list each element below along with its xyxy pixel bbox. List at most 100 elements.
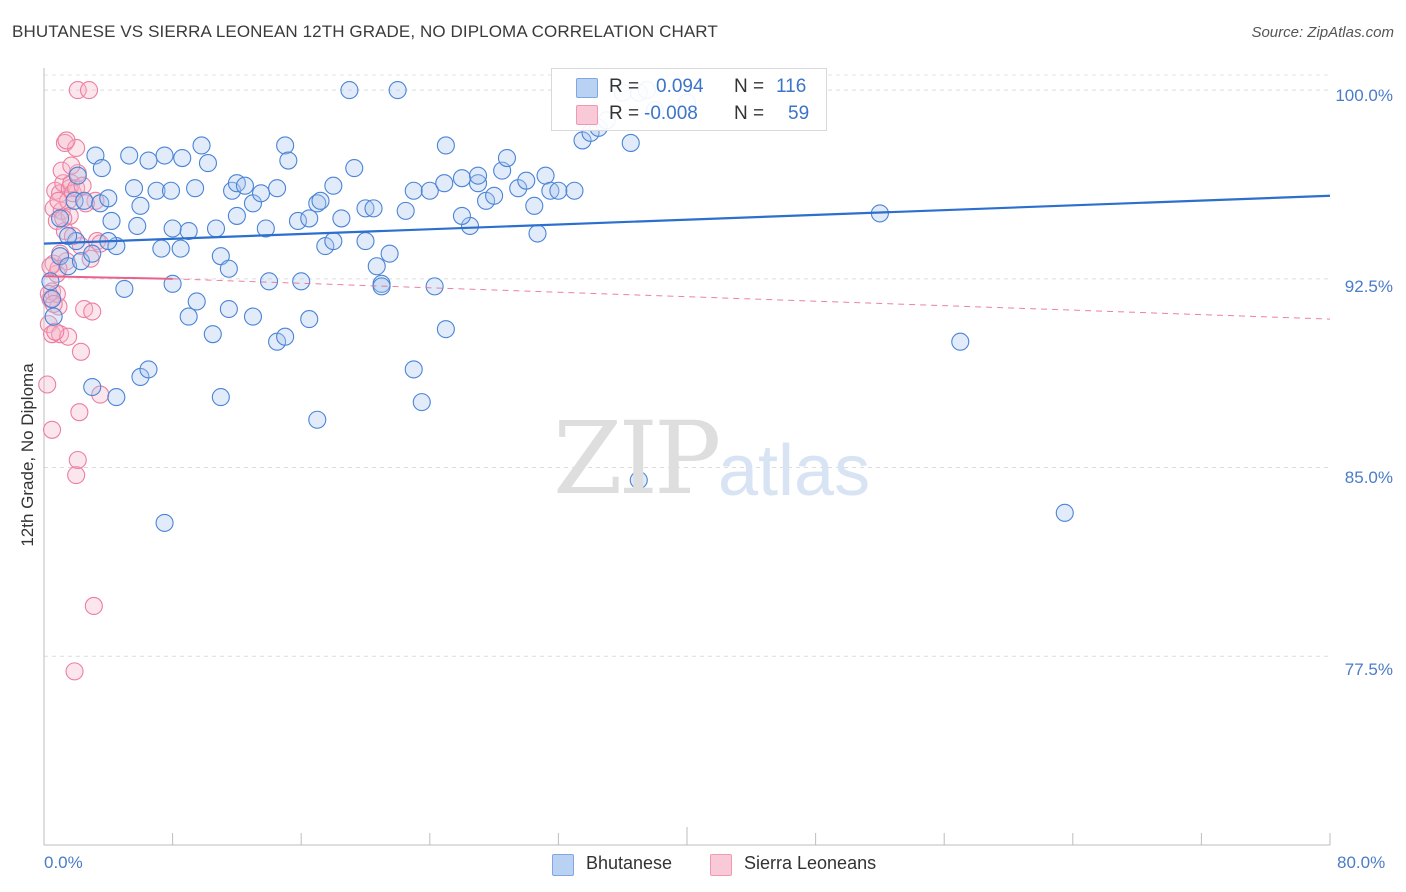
data-point <box>621 133 640 152</box>
data-point <box>187 292 206 311</box>
legend-swatch-pink <box>710 854 732 876</box>
data-point <box>404 181 423 200</box>
data-point <box>102 211 121 230</box>
data-point <box>1055 503 1074 522</box>
data-point <box>300 209 319 228</box>
data-point <box>549 181 568 200</box>
sierra-trend-extension <box>172 278 1331 320</box>
sierra-leoneans-points <box>38 81 110 681</box>
data-point <box>70 403 89 422</box>
data-point <box>44 307 63 326</box>
data-point <box>279 151 298 170</box>
data-point <box>71 342 91 361</box>
data-point <box>308 194 327 213</box>
trend-lines <box>43 194 1331 320</box>
data-point <box>436 320 455 339</box>
data-point <box>171 239 190 258</box>
data-point <box>356 232 375 251</box>
legend-label: Sierra Leoneans <box>744 853 877 873</box>
data-point <box>243 307 263 326</box>
data-point <box>139 360 158 379</box>
data-point <box>324 232 343 251</box>
data-point <box>192 136 211 155</box>
data-point <box>139 151 158 170</box>
data-point <box>63 226 82 246</box>
data-point <box>120 146 139 165</box>
data-point <box>179 307 198 326</box>
data-point <box>152 239 171 258</box>
legend-label: Bhutanese <box>586 853 673 873</box>
legend-n-value: 59 <box>788 103 810 124</box>
data-point <box>404 360 423 379</box>
data-point <box>517 171 536 190</box>
legend-n-label: N = <box>734 76 765 97</box>
data-point <box>79 81 99 100</box>
data-point <box>186 179 205 198</box>
data-point <box>227 206 246 225</box>
data-point <box>311 191 330 210</box>
bhutanese-trend-line <box>43 194 1331 245</box>
y-tick-label: 100.0% <box>1335 86 1393 105</box>
data-point <box>292 272 311 291</box>
legend-swatch-blue <box>552 854 574 876</box>
data-point <box>161 181 181 200</box>
data-point <box>198 154 218 173</box>
data-point <box>128 216 147 236</box>
data-point <box>59 226 78 246</box>
data-point <box>68 166 87 185</box>
data-point <box>38 375 57 394</box>
data-point <box>147 181 166 200</box>
legend-n-label: N = <box>734 103 765 124</box>
data-point <box>420 181 439 200</box>
data-point <box>155 513 174 532</box>
y-tick-label: 85.0% <box>1344 468 1393 487</box>
legend-r-value: -0.008 <box>644 103 698 124</box>
data-point <box>51 209 70 228</box>
data-point <box>107 388 126 407</box>
legend-row-bhutanese: R = 0.094 N = 116 <box>552 73 826 101</box>
data-point <box>412 393 431 412</box>
data-point <box>219 299 238 319</box>
legend-n-value: 116 <box>776 76 807 97</box>
data-point <box>67 138 86 158</box>
data-point <box>380 244 399 263</box>
y-tick-label: 92.5% <box>1344 277 1393 296</box>
data-point <box>276 136 295 155</box>
data-point <box>629 471 648 490</box>
legend-r-label: R = <box>609 76 640 97</box>
data-point <box>536 166 555 185</box>
data-point <box>364 199 383 218</box>
data-point <box>300 310 319 329</box>
data-point <box>65 191 84 210</box>
legend-row-sierra: R = -0.008 N = 59 <box>552 100 826 128</box>
data-point <box>219 259 238 278</box>
sierra-trend-line <box>43 275 173 280</box>
data-point <box>425 277 444 296</box>
data-point <box>396 201 415 220</box>
data-point <box>42 420 62 439</box>
legend-swatch-blue <box>576 78 598 98</box>
data-point <box>57 131 76 150</box>
data-point <box>259 272 279 291</box>
data-point <box>565 181 584 200</box>
gridlines <box>44 74 1330 657</box>
watermark-atlas: atlas <box>718 431 871 511</box>
data-point <box>288 211 308 230</box>
data-point <box>163 219 182 238</box>
data-point <box>345 159 364 178</box>
data-point <box>235 176 254 195</box>
source-label: Source: ZipAtlas.com <box>1251 24 1394 41</box>
data-point <box>324 176 343 195</box>
axes <box>43 68 1331 846</box>
data-point <box>206 219 226 238</box>
data-point <box>276 327 295 346</box>
data-point <box>308 410 327 429</box>
legend-swatch-pink <box>576 105 598 125</box>
data-point <box>388 81 407 100</box>
data-point <box>73 176 92 195</box>
data-point <box>52 161 71 180</box>
data-point <box>435 174 454 193</box>
data-point <box>92 159 111 178</box>
data-point <box>951 332 970 351</box>
data-point <box>46 322 65 341</box>
